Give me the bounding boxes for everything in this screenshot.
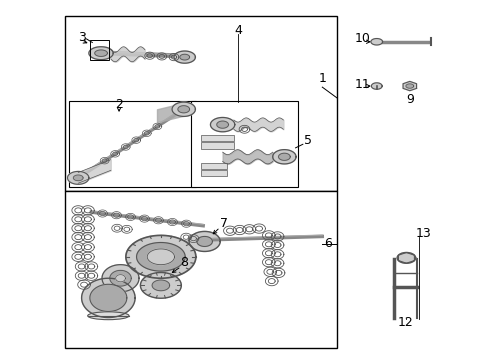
Text: 12: 12 [397,316,413,329]
Text: 7: 7 [220,217,227,230]
Bar [191,102,297,187]
Polygon shape [140,273,181,298]
Polygon shape [73,175,83,181]
Text: 9: 9 [405,93,413,106]
Polygon shape [172,102,195,116]
Text: 8: 8 [180,256,187,269]
Polygon shape [180,54,189,60]
Polygon shape [67,171,89,184]
Polygon shape [102,265,139,292]
Text: 2: 2 [115,99,123,112]
Text: 3: 3 [78,31,85,44]
Polygon shape [402,81,416,91]
Bar [90,40,109,60]
Text: 1: 1 [318,72,325,85]
Polygon shape [147,249,174,265]
Polygon shape [396,252,415,263]
Polygon shape [95,50,107,57]
Polygon shape [178,106,189,113]
Polygon shape [136,243,185,271]
Bar [201,143,233,149]
Polygon shape [272,150,295,164]
Polygon shape [405,84,413,88]
Polygon shape [371,83,381,89]
Polygon shape [278,153,289,160]
Polygon shape [370,39,382,45]
Polygon shape [197,237,212,247]
Text: 13: 13 [415,227,430,240]
Text: 5: 5 [303,134,311,147]
Polygon shape [152,280,169,291]
Polygon shape [174,51,195,63]
Text: 11: 11 [354,78,369,91]
Polygon shape [116,275,125,282]
Polygon shape [90,284,126,311]
Bar [201,135,233,141]
Bar [64,191,336,348]
Text: 4: 4 [234,24,242,37]
Text: 6: 6 [324,237,331,250]
Polygon shape [216,121,228,128]
Bar [201,170,227,176]
Polygon shape [110,270,131,286]
Polygon shape [210,117,234,132]
Polygon shape [189,231,220,251]
Polygon shape [81,278,135,318]
Bar [64,16,336,191]
Bar [201,163,227,169]
Bar [69,102,196,187]
Text: 10: 10 [353,32,369,45]
Ellipse shape [87,312,129,320]
Polygon shape [125,235,196,278]
Polygon shape [89,47,113,60]
